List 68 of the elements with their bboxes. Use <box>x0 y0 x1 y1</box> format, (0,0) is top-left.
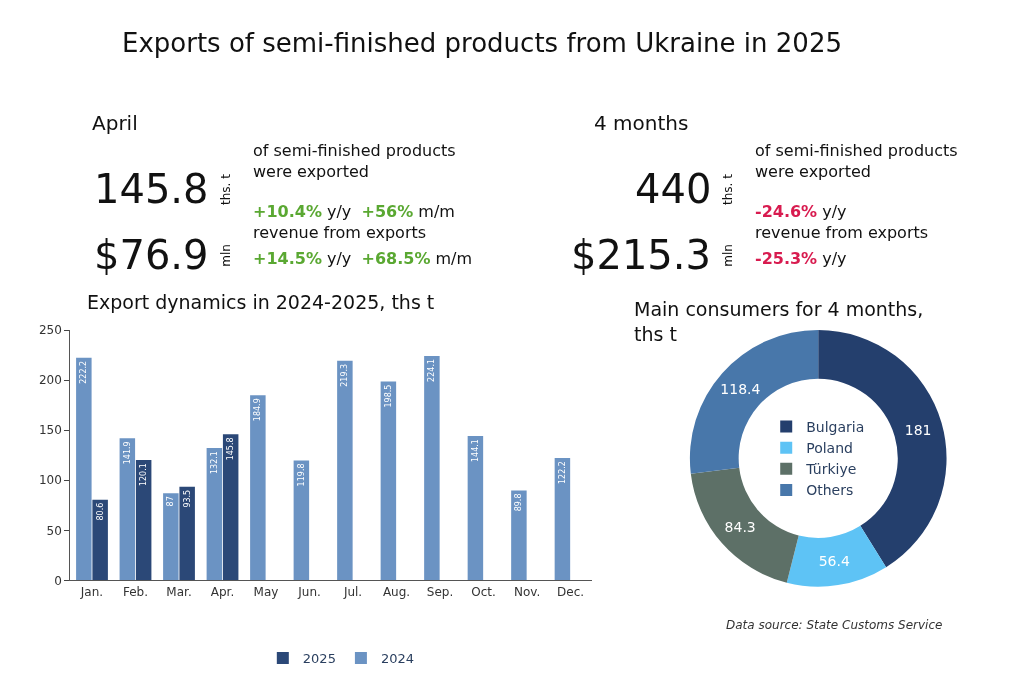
text: April <box>92 111 138 135</box>
source-note: Data source: State Customs Service <box>726 618 943 632</box>
text: +10.4% y/y +56% m/m <box>253 202 455 221</box>
x-tick-label: Jan. <box>79 584 104 599</box>
text: 4 months <box>594 111 689 135</box>
text: 145.8 <box>94 166 209 212</box>
bar <box>163 493 179 581</box>
legend-label: 2024 <box>380 651 415 667</box>
y-tick-label: 200 <box>38 373 62 388</box>
text: $76.9 <box>94 232 209 278</box>
text: revenue from exports <box>253 223 427 242</box>
data-label: 84.3 <box>724 518 756 535</box>
x-tick-label: May <box>253 584 279 599</box>
bar <box>222 434 239 581</box>
x-tick-label: Nov. <box>513 584 541 599</box>
y-tick-label: 250 <box>38 323 62 338</box>
bar <box>135 460 152 581</box>
y-tick-label: 0 <box>54 573 62 588</box>
legend-label: Poland <box>806 440 853 457</box>
donut-slice <box>786 525 887 587</box>
x-tick-label: Mar. <box>166 584 192 599</box>
text: revenue from exports <box>755 223 929 242</box>
text: -24.6% y/y <box>755 202 847 221</box>
text: Exports of semi-finished products from Ukraine in 2025 <box>122 28 842 58</box>
x-tick-label: Jun. <box>297 584 321 599</box>
bar <box>76 357 92 581</box>
legend-label: Türkiye <box>805 461 857 478</box>
x-tick-label: Dec. <box>557 584 585 599</box>
y-tick-label: 50 <box>46 523 62 538</box>
data-label: 118.4 <box>720 381 761 398</box>
text: mln <box>218 244 233 267</box>
bar <box>380 381 397 581</box>
legend-label: 2025 <box>302 651 336 667</box>
data-label: 181 <box>904 421 932 438</box>
chart-title: Main consumers for 4 months, ths t <box>634 298 924 345</box>
bar <box>424 355 440 581</box>
bar <box>554 458 571 581</box>
text: ths. t <box>720 173 735 206</box>
donut-slice <box>690 467 799 583</box>
x-tick-label: Apr. <box>210 584 235 599</box>
x-tick-label: Oct. <box>471 584 496 599</box>
x-tick-label: Jul. <box>342 584 363 599</box>
text: ths. t <box>218 173 233 206</box>
legend-label: Others <box>806 482 854 499</box>
x-tick-label: Sep. <box>426 584 454 599</box>
bar <box>511 490 527 581</box>
bar <box>206 448 223 581</box>
y-tick-label: 100 <box>38 473 62 488</box>
bar <box>119 438 136 581</box>
bar <box>467 436 484 581</box>
data-label: 56.4 <box>818 553 850 570</box>
text: mln <box>720 244 735 267</box>
text: of semi-finished products were exported <box>755 141 958 181</box>
legend-label: Bulgaria <box>806 418 865 435</box>
text: +14.5% y/y +68.5% m/m <box>253 249 473 268</box>
y-tick-label: 150 <box>38 423 62 438</box>
bar <box>337 360 353 581</box>
text: $215.3 <box>571 232 711 278</box>
bar <box>179 486 195 581</box>
text: of semi-finished products were exported <box>253 141 456 181</box>
bar <box>293 460 310 581</box>
bar <box>250 395 266 581</box>
bar <box>92 499 108 581</box>
chart-title: Export dynamics in 2024-2025, ths t <box>87 291 435 313</box>
text: 440 <box>635 166 712 212</box>
x-tick-label: Aug. <box>382 584 411 599</box>
text: -25.3% y/y <box>755 249 847 268</box>
x-tick-label: Feb. <box>122 584 149 599</box>
